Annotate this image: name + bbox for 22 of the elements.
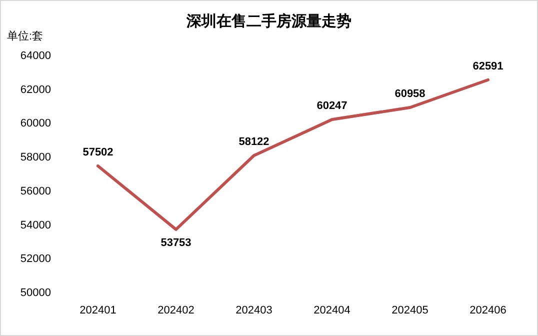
y-tick-label: 50000 — [20, 287, 51, 299]
y-tick-label: 64000 — [20, 50, 51, 62]
data-label: 57502 — [82, 146, 114, 158]
x-tick-label: 202404 — [314, 304, 350, 316]
y-tick-label: 54000 — [20, 219, 51, 232]
y-tick-label: 58000 — [20, 152, 51, 164]
y-axis-title: 单位:套 — [7, 30, 44, 42]
chart-title: 深圳在售二手房源量走势 — [186, 12, 352, 30]
x-tick-label: 202402 — [158, 304, 194, 316]
x-tick-label: 202406 — [470, 304, 506, 316]
data-label: 60247 — [316, 100, 348, 112]
x-tick-label: 202405 — [392, 304, 428, 316]
x-tick-label: 202403 — [236, 304, 272, 316]
data-label: 58122 — [238, 136, 270, 148]
y-tick-label: 52000 — [20, 253, 51, 266]
y-tick-label: 62000 — [20, 84, 51, 96]
y-tick-label: 60000 — [20, 118, 51, 130]
data-label: 53753 — [160, 236, 192, 249]
x-tick-label: 202401 — [80, 304, 116, 316]
data-label: 62591 — [472, 60, 504, 72]
data-label: 60958 — [394, 88, 426, 100]
y-tick-label: 56000 — [20, 185, 51, 198]
